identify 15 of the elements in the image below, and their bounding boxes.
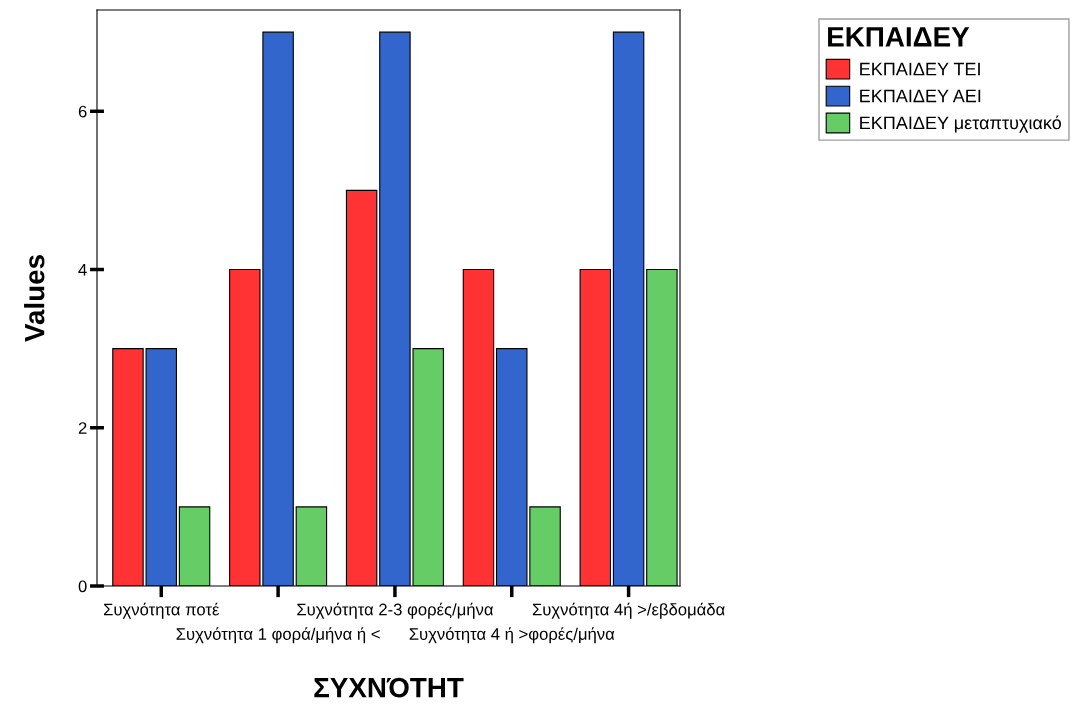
x-tick-label: Συχνότητα ποτέ	[103, 602, 220, 619]
x-tick-label: Συχνότητα 4ή >/εβδομάδα	[532, 602, 725, 619]
legend-label: ΕΚΠΑΙΔΕΥ μεταπτυχιακό	[860, 115, 1061, 133]
x-tick-label: Συχνότητα 1 φορά/μήνα ή <	[176, 627, 380, 644]
legend-label: ΕΚΠΑΙΔΕΥ ΑΕΙ	[860, 89, 981, 103]
y-axis-title: Values	[24, 255, 45, 342]
y-tick-label: 2	[78, 422, 87, 434]
x-tick-label: Συχνότητα 2-3 φορές/μήνα	[297, 602, 494, 619]
x-axis-title: ΣΥΧΝΌΤΗΤ	[314, 677, 464, 698]
legend-title: ΕΚΠΑΙΔΕΥ	[828, 27, 970, 47]
legend-label: ΕΚΠΑΙΔΕΥ ΤΕΙ	[860, 62, 980, 76]
x-tick-label: Συχνότητα 4 ή >φορές/μήνα	[409, 627, 615, 644]
y-tick-label: 6	[78, 105, 87, 118]
y-tick-label: 4	[78, 264, 87, 276]
y-tick-label: 0	[78, 580, 87, 593]
